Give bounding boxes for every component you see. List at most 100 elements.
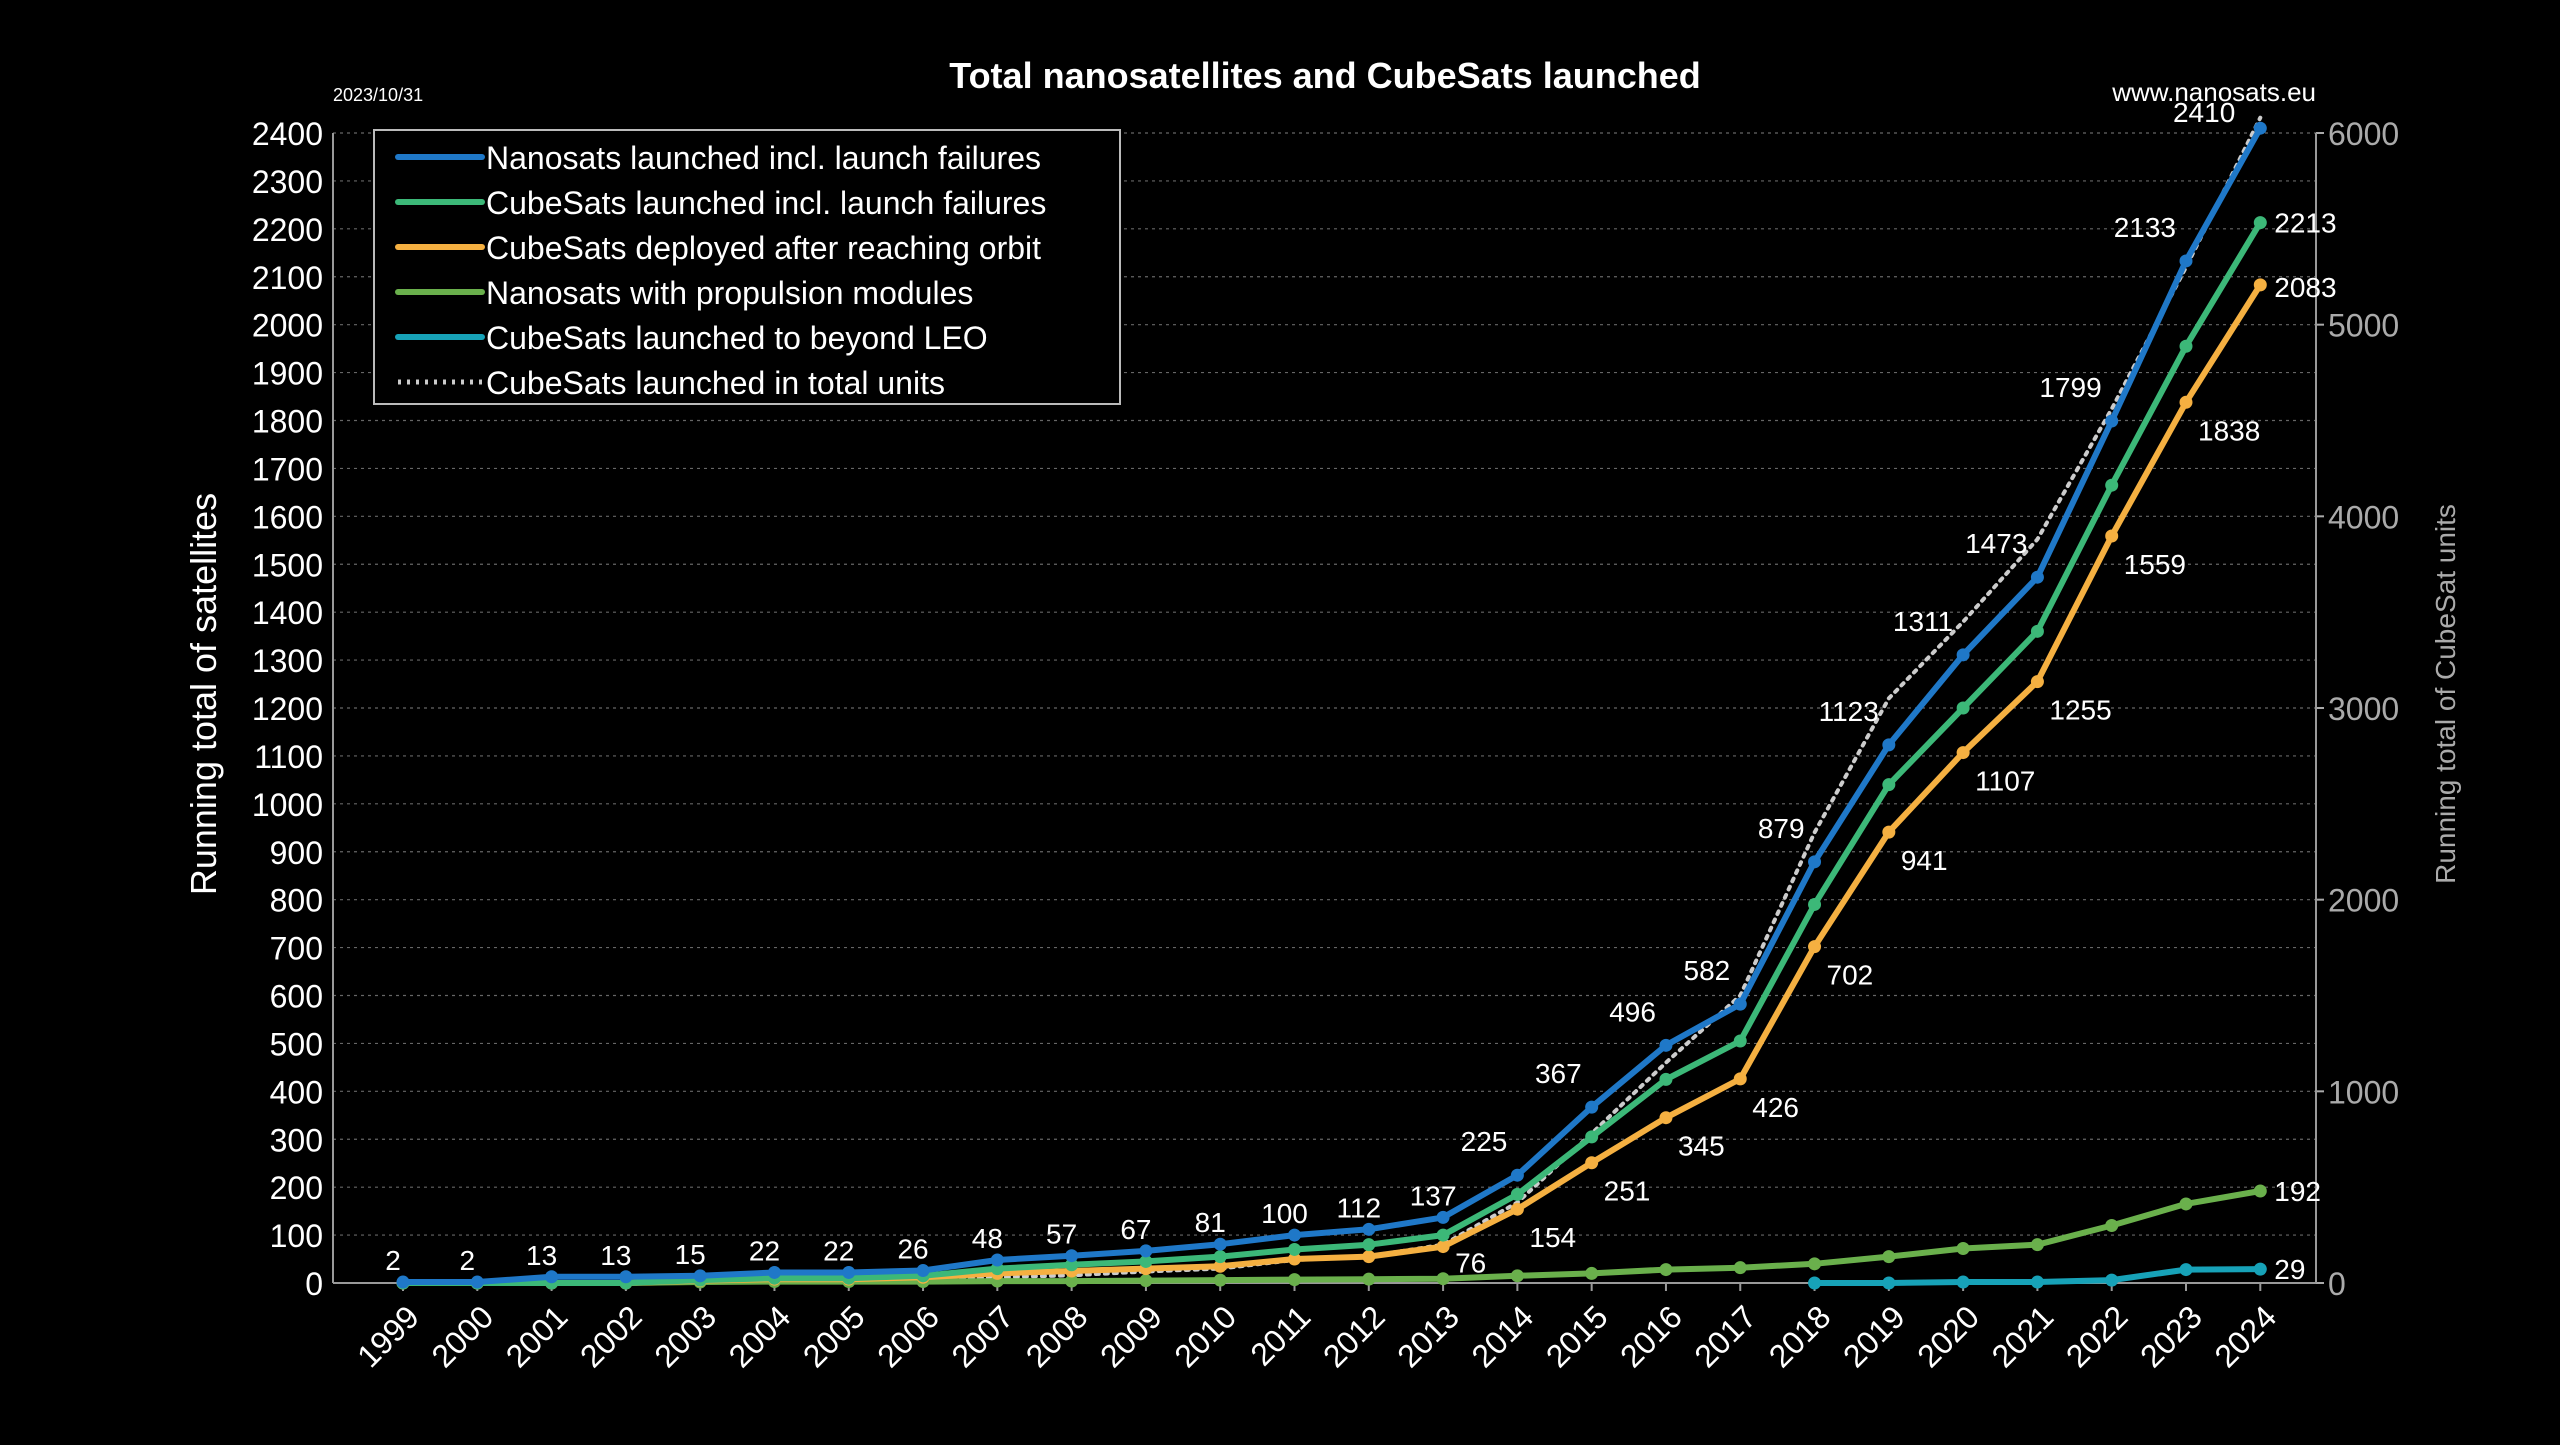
y2-tick-label: 3000 (2328, 691, 2399, 727)
data-label: 2410 (2173, 97, 2235, 128)
data-point (1585, 1130, 1599, 1144)
data-point (1956, 701, 1970, 715)
y2-tick-label: 4000 (2328, 499, 2399, 535)
y2-tick-label: 1000 (2328, 1074, 2399, 1110)
y-tick-label: 1600 (252, 499, 323, 535)
y-tick-label: 2000 (252, 308, 323, 344)
y-tick-label: 300 (270, 1122, 323, 1158)
data-label: 426 (1752, 1092, 1799, 1123)
source-label: www.nanosats.eu (2111, 77, 2316, 107)
data-point (1213, 1250, 1227, 1264)
legend: Nanosats launched incl. launch failures … (373, 129, 1121, 405)
legend-entry: CubeSats launched in total units (398, 365, 945, 401)
data-label: 192 (2274, 1176, 2321, 1207)
series-line (400, 219, 2264, 1286)
legend-label: Nanosats with propulsion modules (486, 275, 973, 311)
series-layer (396, 115, 2267, 1290)
series-line (400, 125, 2264, 1285)
data-label: 67 (1120, 1214, 1151, 1245)
data-point (1436, 1228, 1450, 1242)
data-point (2179, 254, 2193, 268)
data-point (1659, 1072, 1673, 1086)
y-tick-label: 1300 (252, 643, 323, 679)
y2-axis-label: Running total of CubeSat units (2430, 504, 2461, 884)
data-point (1139, 1254, 1153, 1268)
data-point (1808, 940, 1822, 954)
data-label: 81 (1195, 1207, 1226, 1238)
data-point (1733, 1034, 1747, 1048)
data-point (1436, 1210, 1450, 1224)
legend-entry: Nanosats launched incl. launch failures (395, 140, 1041, 176)
data-point (1510, 1202, 1524, 1216)
y-tick-label: 1100 (254, 739, 323, 775)
data-label: 2083 (2274, 272, 2336, 303)
data-point (2253, 121, 2267, 135)
data-point (1288, 1242, 1301, 1256)
data-label: 2133 (2114, 212, 2176, 243)
data-label: 1311 (1893, 606, 1953, 637)
data-label: 112 (1336, 1192, 1381, 1223)
data-point (2105, 478, 2119, 492)
y-tick-label: 800 (270, 883, 323, 919)
data-point (2179, 339, 2193, 353)
y-tick-label: 400 (270, 1074, 323, 1110)
y-tick-label: 2100 (252, 260, 323, 296)
data-point (767, 1265, 781, 1279)
legend-label: CubeSats launched to beyond LEO (486, 320, 988, 356)
y-tick-label: 900 (270, 835, 323, 871)
data-label: 2 (385, 1245, 401, 1276)
data-label: 2 (460, 1245, 476, 1276)
data-point (470, 1275, 484, 1289)
data-point (2253, 278, 2267, 292)
data-point (1808, 855, 1822, 869)
data-point (1213, 1259, 1227, 1273)
data-point (990, 1253, 1004, 1267)
data-point (2105, 1219, 2119, 1232)
data-point (1362, 1272, 1376, 1286)
data-point (693, 1269, 707, 1283)
data-point (1733, 1261, 1747, 1275)
data-label: 702 (1827, 960, 1874, 991)
data-point (1362, 1222, 1376, 1236)
data-label: 29 (2274, 1254, 2305, 1285)
chart-title: Total nanosatellites and CubeSats launch… (949, 55, 1700, 96)
y-tick-label: 2400 (252, 116, 323, 152)
data-point (2105, 529, 2119, 543)
data-point (2179, 395, 2193, 409)
data-point (1065, 1258, 1079, 1272)
data-label: 582 (1684, 955, 1731, 986)
data-point (1882, 1276, 1896, 1290)
data-point (1956, 1275, 1970, 1289)
data-label: 1123 (1819, 696, 1879, 727)
data-point (396, 1275, 410, 1289)
y-tick-label: 2200 (252, 212, 323, 248)
data-point (2030, 1238, 2044, 1252)
data-label: 367 (1535, 1058, 1582, 1089)
data-point (1956, 746, 1970, 760)
data-label: 1255 (2049, 695, 2111, 726)
data-point (2179, 1263, 2193, 1277)
data-point (2030, 1275, 2044, 1289)
y2-tick-label: 2000 (2328, 883, 2399, 919)
legend-entry: CubeSats launched incl. launch failures (395, 185, 1046, 221)
data-label: 879 (1758, 813, 1805, 844)
data-point (1288, 1252, 1301, 1266)
legend-label: CubeSats launched in total units (486, 365, 945, 401)
data-label: 1838 (2198, 415, 2260, 446)
data-point (1065, 1249, 1079, 1263)
data-point (2030, 624, 2044, 638)
data-label: 496 (1609, 996, 1656, 1027)
data-point (1882, 778, 1896, 792)
data-point (2105, 414, 2119, 428)
data-label: 15 (675, 1239, 706, 1270)
legend-label: CubeSats deployed after reaching orbit (486, 230, 1041, 266)
data-label: 57 (1046, 1219, 1077, 1250)
data-point (545, 1270, 559, 1284)
data-label: 225 (1461, 1126, 1508, 1157)
data-point (1065, 1274, 1079, 1288)
data-point (1882, 825, 1896, 839)
data-point (1956, 1242, 1970, 1255)
y2-tick-label: 5000 (2328, 308, 2399, 344)
y-tick-label: 1000 (252, 787, 323, 823)
